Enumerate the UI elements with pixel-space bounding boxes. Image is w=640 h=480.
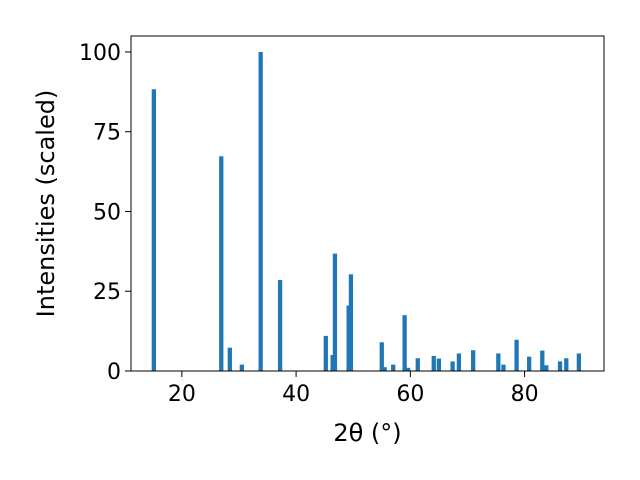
bar <box>431 356 436 371</box>
bar <box>564 358 569 371</box>
y-tick-label: 100 <box>79 41 121 66</box>
bar <box>405 367 411 371</box>
bar <box>379 342 384 371</box>
bar <box>540 350 545 371</box>
plot-frame <box>130 35 605 372</box>
x-tick-label: 20 <box>168 382 196 407</box>
bar <box>277 280 283 371</box>
y-tick-label: 0 <box>107 360 121 385</box>
bar-series <box>151 51 581 371</box>
bar <box>450 361 455 371</box>
bar <box>346 305 351 371</box>
bar <box>501 364 506 371</box>
bar <box>391 364 396 371</box>
bar <box>219 156 224 371</box>
bar <box>227 347 232 371</box>
x-axis: 20 40 60 80 <box>168 371 539 407</box>
y-tick-label: 50 <box>93 200 121 225</box>
bar <box>151 89 156 371</box>
bar <box>576 353 581 371</box>
bar <box>258 51 263 371</box>
bar <box>239 364 244 371</box>
bar <box>415 358 420 371</box>
x-axis-label: 2θ (°) <box>333 419 401 447</box>
bar <box>527 356 532 371</box>
y-axis: 0 25 50 75 100 <box>79 41 131 385</box>
bar <box>402 315 407 371</box>
y-tick-label: 75 <box>93 121 121 146</box>
bar <box>330 355 335 371</box>
bar <box>471 350 476 371</box>
bar <box>514 339 519 371</box>
x-tick-label: 80 <box>511 382 539 407</box>
y-axis-label: Intensities (scaled) <box>32 90 60 318</box>
bar <box>348 274 354 371</box>
bar <box>323 335 328 371</box>
x-tick-label: 40 <box>282 382 310 407</box>
bar <box>544 365 549 371</box>
bar <box>382 367 387 371</box>
bar <box>456 353 462 371</box>
bar <box>436 358 442 371</box>
x-tick-label: 60 <box>396 382 424 407</box>
y-tick-label: 25 <box>93 280 121 305</box>
bar <box>332 253 338 371</box>
bar <box>557 361 563 371</box>
bar <box>496 353 501 371</box>
